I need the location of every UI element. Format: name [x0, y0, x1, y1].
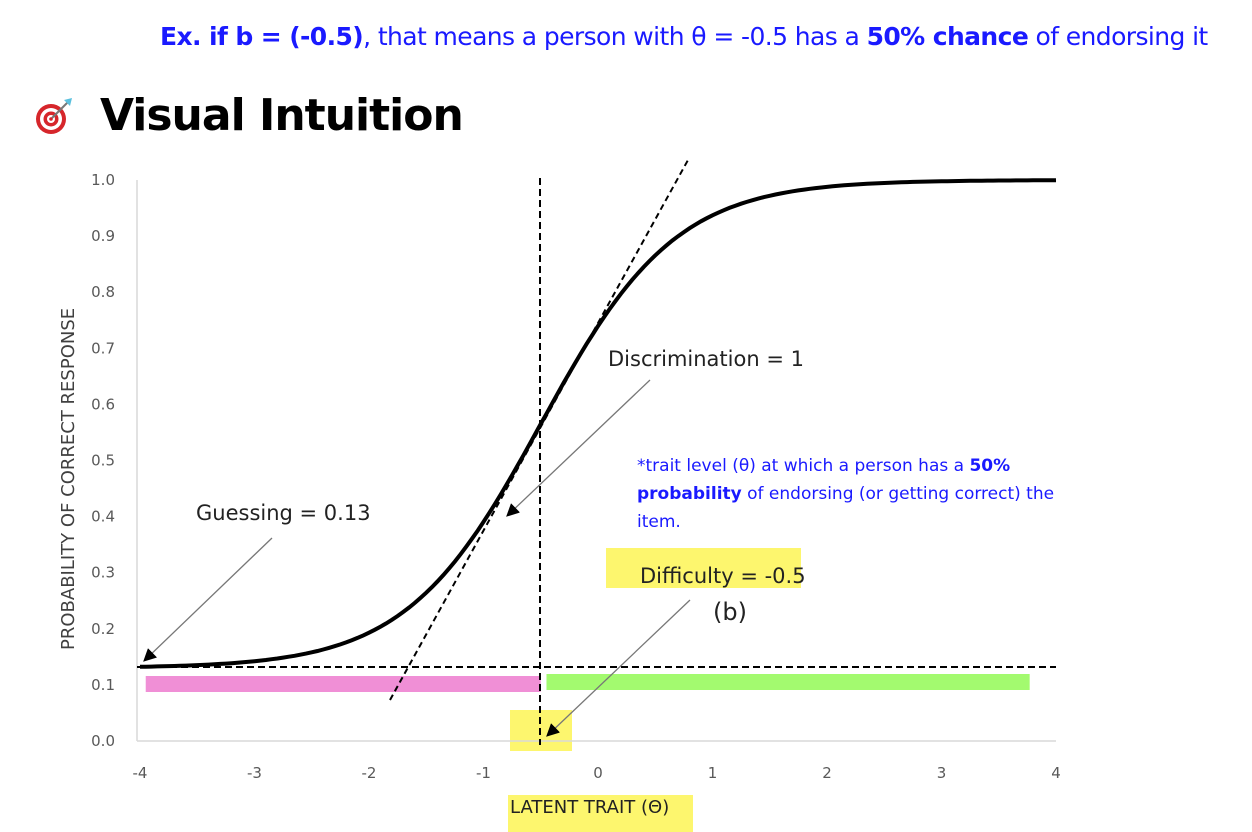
b-label: (b): [713, 598, 747, 626]
dart-target-icon: [36, 98, 72, 134]
section-title: Visual Intuition: [100, 90, 464, 141]
y-tick-label: 0.5: [91, 452, 115, 470]
band: [145, 676, 541, 692]
discrimination-label: Discrimination = 1: [608, 347, 804, 371]
x-tick-label: 3: [937, 764, 947, 782]
guessing-label: Guessing = 0.13: [196, 501, 371, 525]
y-tick-label: 0.0: [91, 732, 115, 750]
discrimination-arrow: [506, 379, 651, 517]
x-tick-label: 1: [708, 764, 718, 782]
guessing-arrow: [143, 537, 273, 662]
example-text: Ex. if b = (-0.5), that means a person w…: [160, 22, 1208, 51]
y-tick-label: 0.8: [91, 283, 115, 301]
difficulty-label-highlight: [606, 548, 801, 588]
x-tick-label: 0: [593, 764, 603, 782]
x-axis-label: LATENT TRAIT (Θ): [510, 797, 669, 818]
x-tick-label: 2: [822, 764, 832, 782]
x-tick-label: -2: [362, 764, 377, 782]
difficulty-label: Difficulty = -0.5: [640, 564, 806, 588]
y-tick-label: 0.2: [91, 620, 115, 638]
y-tick-label: 0.6: [91, 395, 115, 413]
difficulty-arrow: [546, 599, 691, 737]
discrimination-tangent: [389, 159, 689, 701]
icc-curve: [139, 178, 1057, 669]
x-tick-label: -4: [133, 764, 148, 782]
y-axis-label: PROBABILITY OF CORRECT RESPONSE: [58, 308, 79, 650]
x-tick-label: 4: [1051, 764, 1061, 782]
y-tick-label: 0.3: [91, 564, 115, 582]
x-tick-label: -1: [476, 764, 491, 782]
xlabel-highlight: [508, 795, 693, 832]
y-tick-label: 1.0: [91, 171, 115, 189]
y-tick-label: 0.4: [91, 508, 115, 526]
band: [546, 674, 1030, 690]
y-tick-label: 0.9: [91, 227, 115, 245]
y-tick-label: 0.1: [91, 676, 115, 694]
difficulty-note: *trait level (θ) at which a person has a…: [637, 456, 1055, 532]
x-tick-label: -3: [247, 764, 262, 782]
y-tick-label: 0.7: [91, 339, 115, 357]
